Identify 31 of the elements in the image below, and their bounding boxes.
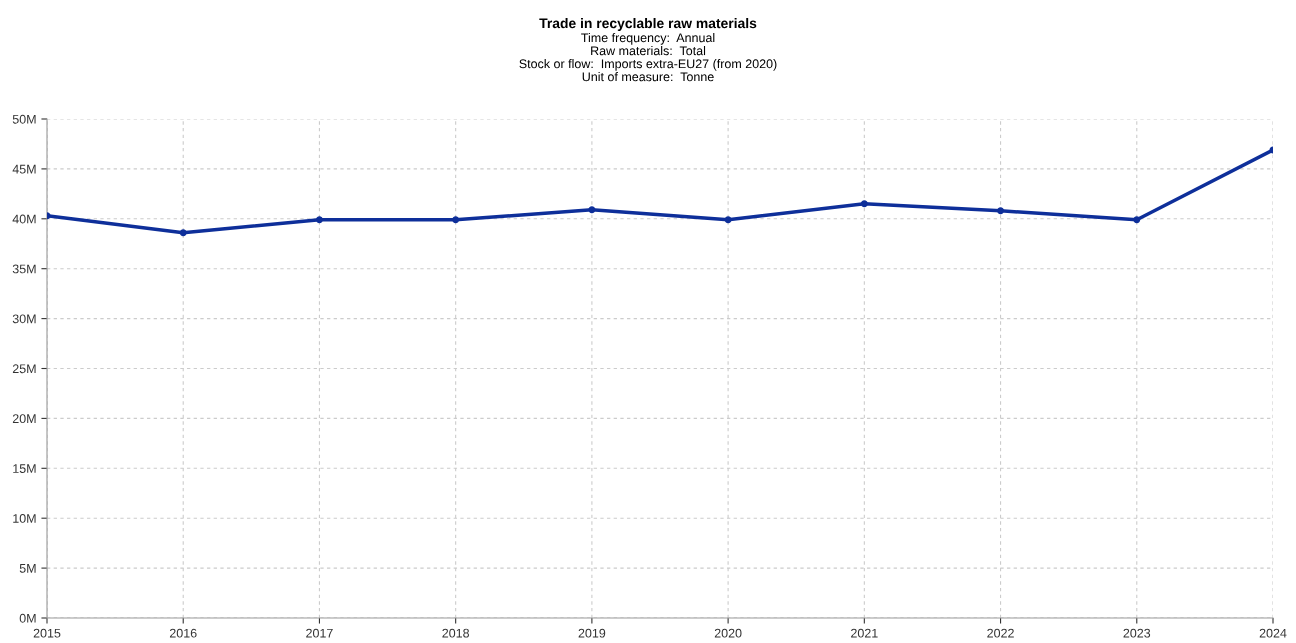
x-tick-label: 2023 — [1123, 628, 1151, 638]
point — [452, 216, 460, 224]
x-tick-label: 2024 — [1259, 628, 1287, 638]
x-tick-label: 2018 — [442, 628, 470, 638]
y-tick-label: 5M — [19, 564, 36, 573]
point — [860, 200, 868, 208]
y-tick-label: 40M — [12, 214, 36, 224]
y-tick-label: 10M — [13, 514, 36, 523]
x-tick-label: 2021 — [851, 628, 878, 638]
x-tick-label: 2020 — [714, 628, 742, 638]
y-tick-label: 0M — [19, 613, 36, 623]
y-tick-label: 35M — [12, 264, 36, 274]
point — [588, 206, 596, 214]
chart-title: Trade in recyclable raw materials — [539, 18, 757, 31]
y-tick-label: 20M — [12, 414, 36, 424]
x-tick-label: 2022 — [987, 628, 1014, 638]
point — [315, 216, 323, 224]
x-tick-label: 2019 — [578, 628, 606, 638]
chart-subtitle: Time frequency: Annual Raw materials: Total Stock or flow: Imports extra-EU27 (from 2020) Unit of measure: Tonne — [519, 33, 777, 82]
y-tick-label: 45M — [12, 164, 36, 174]
point — [1133, 216, 1141, 224]
point — [724, 216, 732, 224]
x-tick-label: 2016 — [169, 628, 197, 638]
x-tick-label: 2015 — [33, 628, 61, 638]
point — [179, 229, 187, 237]
x-tick-label: 2017 — [306, 628, 333, 638]
y-tick-label: 30M — [12, 314, 36, 324]
point — [997, 207, 1005, 215]
y-tick-label: 15M — [13, 464, 36, 473]
y-tick-label: 25M — [12, 364, 36, 374]
y-tick-label: 50M — [12, 114, 36, 124]
